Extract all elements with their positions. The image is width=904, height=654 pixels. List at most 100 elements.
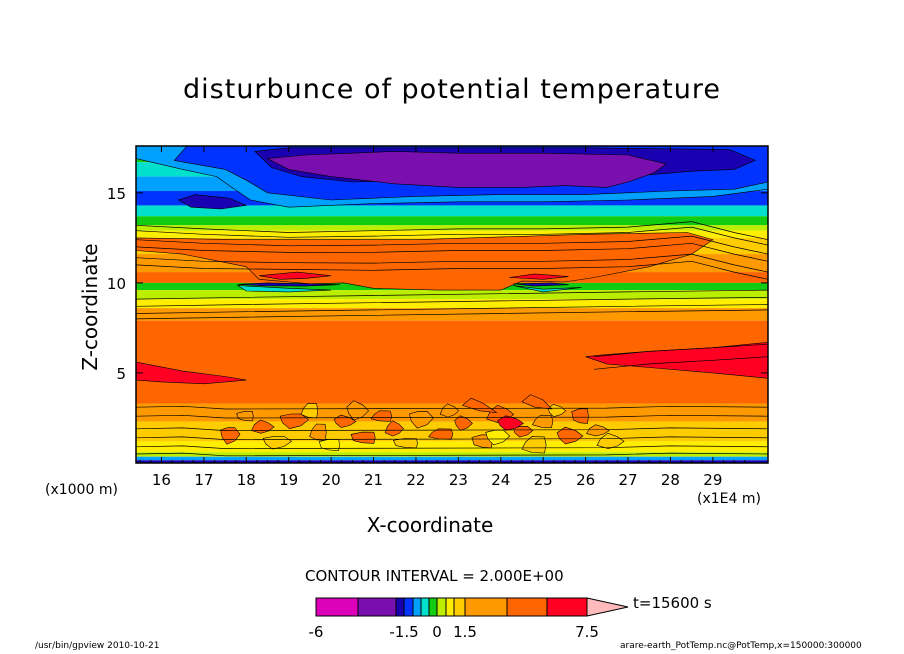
contour-line — [136, 445, 768, 449]
colorbar-swatch — [445, 597, 455, 617]
x-axis-label: X-coordinate — [366, 513, 494, 537]
plume-left — [461, 397, 498, 414]
contour-band — [136, 452, 768, 457]
contour-line — [136, 289, 768, 300]
dark-front-right — [513, 282, 569, 287]
x-tick-label: 25 — [534, 471, 553, 489]
contour-band — [136, 225, 768, 231]
contour-band — [136, 299, 768, 309]
colorbar-swatch — [357, 597, 397, 617]
boundary-layer-blob — [439, 403, 460, 418]
boundary-layer-blob — [497, 415, 525, 431]
x-tick-label: 28 — [661, 471, 680, 489]
x-unit-left-label: (x1000 m) — [45, 482, 118, 498]
cyan-front-right — [513, 285, 582, 293]
plot-frame — [135, 145, 769, 464]
boundary-layer-blob — [350, 431, 376, 444]
boundary-layer-blob — [333, 414, 357, 428]
colorbar-swatch — [315, 597, 359, 617]
boundary-layer-blob — [596, 432, 625, 450]
boundary-layer-blob — [236, 411, 254, 422]
colorbar-swatch — [436, 597, 447, 617]
cold-pocket-left — [177, 194, 248, 210]
colorbar-swatch — [453, 597, 466, 617]
x-tick-label: 26 — [576, 471, 595, 489]
colorbar-swatch — [395, 597, 405, 617]
contour-line — [136, 221, 768, 241]
x-tick-label: 19 — [279, 471, 298, 489]
contour-band — [136, 216, 768, 226]
x-tick-label: 20 — [322, 471, 341, 489]
colorbar-swatch-overflow — [586, 597, 629, 617]
contour-line — [594, 343, 768, 358]
cyan-front-left — [236, 285, 332, 293]
contour-line — [136, 427, 768, 431]
contour-line — [136, 452, 768, 457]
boundary-layer-blob — [220, 427, 241, 445]
contour-lines-layer — [136, 221, 768, 457]
x-tick-label: 22 — [406, 471, 425, 489]
axes-layer: 16 17 18 19 20 21 22 23 24 25 26 27 28 29 5 10 15 — [107, 146, 768, 489]
contour-line — [136, 304, 768, 314]
boundary-layer-blob — [586, 424, 610, 437]
contour-interval-label: CONTOUR INTERVAL = 2.000E+00 — [305, 567, 564, 585]
contour-line — [136, 242, 768, 262]
colorbar-swatch — [464, 597, 508, 617]
x-tick-label: 24 — [491, 471, 510, 489]
contour-line — [136, 414, 768, 419]
contour-band — [136, 441, 768, 453]
boundary-layer-blob — [521, 436, 547, 454]
colorbar-swatch — [546, 597, 588, 617]
chart-title: disturbunce of potential temperature — [183, 74, 721, 105]
contour-line — [136, 309, 768, 320]
contour-line — [136, 226, 768, 246]
x-tick-label: 29 — [703, 471, 722, 489]
cold-core-purple — [266, 151, 667, 188]
dark-front-left — [237, 282, 340, 287]
contour-band — [136, 460, 768, 463]
contour-band — [136, 205, 768, 217]
y-tick-label: 15 — [107, 185, 126, 203]
boundary-layer-blob — [571, 408, 589, 424]
x-tick-label: 23 — [449, 471, 468, 489]
contour-band — [136, 456, 768, 461]
boundary-layer-blob — [250, 419, 275, 434]
footer-left-credit: /usr/bin/gpview 2010-10-21 — [35, 641, 160, 651]
x-tick-label: 17 — [194, 471, 213, 489]
contour-line — [594, 356, 768, 370]
warm-patch-right — [509, 273, 569, 280]
colorbar-swatch — [412, 597, 422, 617]
colorbar-swatch — [420, 597, 430, 617]
boundary-layer-blob — [384, 420, 405, 437]
y-tick-label: 5 — [116, 365, 126, 383]
x-tick-label: 18 — [237, 471, 256, 489]
boundary-layer-blob — [454, 415, 473, 431]
contour-line — [136, 296, 768, 307]
x-unit-right-label: (x1E4 m) — [697, 491, 761, 507]
warm-maximum-left — [136, 361, 247, 385]
colorbar: -6 -1.5 0 1.5 7.5 — [309, 597, 629, 641]
footer-right-credit: arare-earth_PotTemp.nc@PotTemp,x=150000:… — [620, 641, 862, 651]
colorbar-tick-label: 1.5 — [453, 623, 477, 641]
x-tick-label: 27 — [618, 471, 637, 489]
contour-line — [136, 235, 768, 255]
time-label: t=15600 s — [633, 594, 712, 612]
x-tick-label: 21 — [364, 471, 383, 489]
colorbar-tick-label: 7.5 — [575, 623, 599, 641]
colorbar-tick-label: -6 — [309, 623, 324, 641]
contour-line — [136, 436, 768, 440]
colorbar-swatch — [506, 597, 548, 617]
colorbar-swatch — [428, 597, 438, 617]
colorbar-swatch — [403, 597, 414, 617]
contour-line — [136, 253, 768, 273]
x-tick-label: 16 — [152, 471, 171, 489]
boundary-layer-blob — [531, 414, 554, 429]
warm-patch-left — [258, 271, 332, 280]
contour-line — [136, 405, 768, 410]
boundary-layer-blob — [547, 403, 567, 418]
colorbar-tick-label: 0 — [432, 623, 442, 641]
y-tick-label: 10 — [107, 275, 126, 293]
contour-features-layer — [136, 146, 768, 454]
boundary-layer-blob — [512, 425, 534, 438]
